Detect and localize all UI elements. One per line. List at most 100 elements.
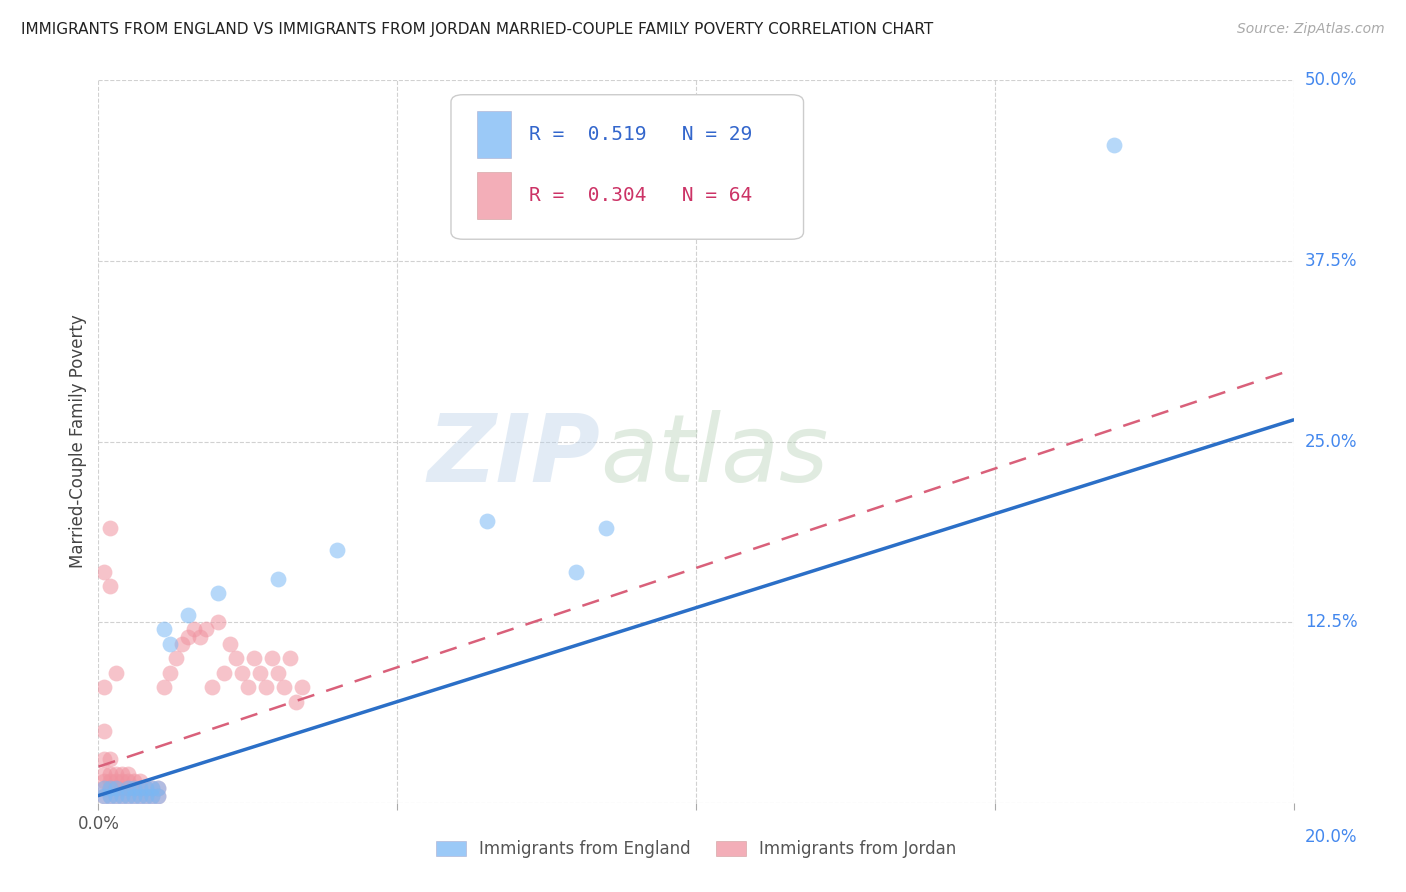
Point <box>98 752 122 766</box>
Point <box>124 789 146 803</box>
Text: 50.0%: 50.0% <box>1305 71 1357 89</box>
Point <box>225 651 247 665</box>
Point <box>148 789 170 803</box>
Point <box>159 637 181 651</box>
Point <box>98 579 122 593</box>
Point <box>98 789 122 803</box>
Point <box>98 767 122 781</box>
Point <box>98 781 122 796</box>
Point <box>93 781 115 796</box>
Point <box>93 774 115 789</box>
Text: Source: ZipAtlas.com: Source: ZipAtlas.com <box>1237 22 1385 37</box>
Point <box>117 789 139 803</box>
Point <box>105 781 128 796</box>
Point <box>141 789 163 803</box>
Point <box>207 586 229 600</box>
Point <box>93 789 115 803</box>
Point <box>148 781 170 796</box>
Point <box>124 774 146 789</box>
Text: 25.0%: 25.0% <box>1305 433 1357 450</box>
Point <box>111 789 134 803</box>
Point <box>98 789 122 803</box>
Point <box>93 789 115 803</box>
Point <box>565 565 588 579</box>
Point <box>236 680 259 694</box>
Legend: Immigrants from England, Immigrants from Jordan: Immigrants from England, Immigrants from… <box>427 832 965 867</box>
Point <box>93 752 115 766</box>
Point <box>124 789 146 803</box>
Text: 37.5%: 37.5% <box>1305 252 1357 270</box>
Point <box>135 789 157 803</box>
Point <box>188 630 211 644</box>
Point <box>105 774 128 789</box>
Point <box>93 781 115 796</box>
Point <box>129 774 152 789</box>
Point <box>111 767 134 781</box>
Point <box>141 789 163 803</box>
FancyBboxPatch shape <box>477 172 510 219</box>
Point <box>219 637 242 651</box>
Point <box>129 789 152 803</box>
Point <box>291 680 314 694</box>
Point <box>148 789 170 803</box>
Point <box>135 789 157 803</box>
Point <box>93 767 115 781</box>
Point <box>172 637 194 651</box>
Point <box>195 623 218 637</box>
Point <box>93 565 115 579</box>
Point <box>98 781 122 796</box>
Point <box>260 651 283 665</box>
Point <box>117 767 139 781</box>
Point <box>141 781 163 796</box>
Point <box>177 607 200 622</box>
Point <box>284 695 307 709</box>
Point <box>243 651 266 665</box>
Point <box>117 774 139 789</box>
Point <box>129 781 152 796</box>
Point <box>1104 138 1126 153</box>
Text: 20.0%: 20.0% <box>1305 828 1357 846</box>
Point <box>135 781 157 796</box>
Point <box>153 623 176 637</box>
Point <box>93 680 115 694</box>
Point <box>105 789 128 803</box>
Point <box>141 781 163 796</box>
Point <box>105 781 128 796</box>
Point <box>148 781 170 796</box>
Point <box>183 623 205 637</box>
Point <box>475 514 498 528</box>
Point <box>105 789 128 803</box>
Text: 12.5%: 12.5% <box>1305 613 1357 632</box>
Point <box>212 665 235 680</box>
Point <box>159 665 181 680</box>
Point <box>267 665 290 680</box>
FancyBboxPatch shape <box>451 95 804 239</box>
Point <box>111 781 134 796</box>
Point <box>207 615 229 630</box>
Point <box>117 781 139 796</box>
Point <box>111 774 134 789</box>
Point <box>129 781 152 796</box>
Point <box>231 665 253 680</box>
Point <box>201 680 224 694</box>
Point <box>105 665 128 680</box>
Point <box>98 521 122 535</box>
Point <box>98 774 122 789</box>
Point <box>129 789 152 803</box>
Point <box>124 781 146 796</box>
Point <box>117 781 139 796</box>
Y-axis label: Married-Couple Family Poverty: Married-Couple Family Poverty <box>69 315 87 568</box>
Point <box>254 680 277 694</box>
Point <box>267 572 290 586</box>
Point <box>135 781 157 796</box>
Point <box>249 665 271 680</box>
Point <box>165 651 187 665</box>
Point <box>93 723 115 738</box>
Point <box>111 789 134 803</box>
Point <box>105 767 128 781</box>
Text: IMMIGRANTS FROM ENGLAND VS IMMIGRANTS FROM JORDAN MARRIED-COUPLE FAMILY POVERTY : IMMIGRANTS FROM ENGLAND VS IMMIGRANTS FR… <box>21 22 934 37</box>
Point <box>124 781 146 796</box>
Point <box>326 542 349 557</box>
Text: R =  0.304   N = 64: R = 0.304 N = 64 <box>529 186 752 205</box>
Point <box>595 521 617 535</box>
